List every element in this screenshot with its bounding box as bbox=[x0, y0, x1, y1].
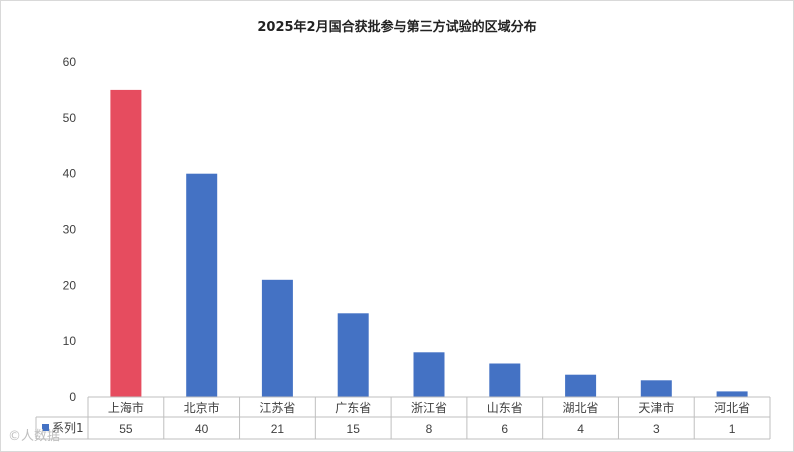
bar bbox=[413, 352, 445, 397]
category-label: 天津市 bbox=[638, 400, 674, 415]
data-table-value: 3 bbox=[653, 422, 660, 436]
y-tick-label: 10 bbox=[63, 334, 77, 348]
data-table-value: 21 bbox=[271, 422, 285, 436]
y-tick-label: 50 bbox=[63, 111, 77, 125]
data-table-value: 6 bbox=[501, 422, 508, 436]
data-table-value: 1 bbox=[729, 422, 736, 436]
data-table-value: 15 bbox=[347, 422, 361, 436]
category-label: 山东省 bbox=[487, 401, 523, 415]
bar bbox=[716, 391, 748, 397]
legend-label: 系列1 bbox=[52, 421, 84, 435]
category-label: 江苏省 bbox=[259, 401, 295, 415]
y-tick-label: 0 bbox=[69, 390, 76, 404]
category-label: 广东省 bbox=[335, 401, 371, 415]
legend-key bbox=[42, 424, 49, 431]
data-table-legend: 系列1 bbox=[42, 421, 84, 435]
bar bbox=[640, 380, 672, 398]
bar bbox=[110, 89, 142, 398]
data-table-value: 55 bbox=[119, 422, 133, 436]
bar bbox=[186, 173, 218, 397]
category-label: 浙江省 bbox=[411, 401, 447, 415]
bar bbox=[489, 363, 521, 397]
y-axis: 0 10 20 30 40 50 60 bbox=[63, 55, 77, 404]
y-tick-label: 40 bbox=[63, 167, 77, 181]
data-table-value: 4 bbox=[577, 422, 584, 436]
category-label: 北京市 bbox=[184, 400, 220, 415]
category-label: 湖北省 bbox=[563, 400, 599, 415]
data-table-value: 8 bbox=[426, 422, 433, 436]
bar bbox=[565, 374, 597, 397]
category-label: 河北省 bbox=[714, 401, 750, 415]
data-table-value: 40 bbox=[195, 422, 209, 436]
y-tick-label: 20 bbox=[63, 278, 77, 292]
bars bbox=[110, 89, 748, 398]
bar bbox=[337, 313, 369, 398]
category-label: 上海市 bbox=[108, 400, 144, 415]
y-tick-label: 30 bbox=[63, 223, 77, 237]
watermark: ©人数据 bbox=[8, 429, 60, 444]
chart-title: 2025年2月国合获批参与第三方试验的区域分布 bbox=[257, 19, 536, 35]
data-table: 上海市 55 北京市 40 江苏省 21 广东省 15 浙江省 8 山东省 6 湖北省 4 天津市 3 河北省 1 bbox=[35, 396, 771, 440]
y-tick-label: 60 bbox=[63, 55, 77, 69]
bar bbox=[261, 279, 293, 398]
